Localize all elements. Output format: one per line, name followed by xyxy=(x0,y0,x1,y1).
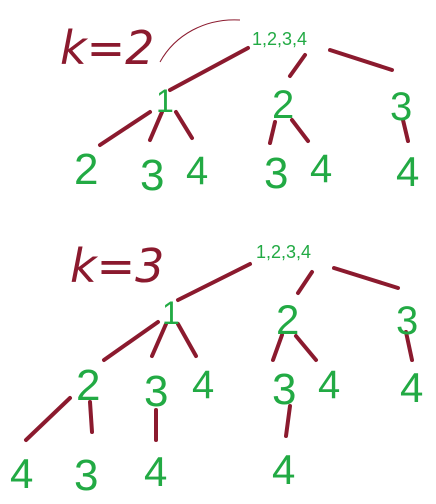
edge-root-to-3 xyxy=(330,50,392,70)
node-2-child-3: 3 xyxy=(264,149,288,198)
edge-1-to-2 xyxy=(100,112,150,145)
node-1: 1 xyxy=(156,83,174,119)
edge-2-to-4 xyxy=(292,120,308,141)
node-2: 2 xyxy=(276,296,299,343)
node-2-child-4: 4 xyxy=(318,363,340,407)
node-1: 1 xyxy=(162,295,180,331)
node-1-child-4: 4 xyxy=(186,149,208,193)
root-node: 1,2,3,4 xyxy=(252,29,307,49)
node-3-child-4: 4 xyxy=(400,364,423,411)
edge-1-to-2 xyxy=(104,322,158,360)
node-1-child-2: 2 xyxy=(74,145,98,194)
k-label: k=3 xyxy=(70,239,164,293)
node-3: 3 xyxy=(396,299,418,343)
edge-1-to-4 xyxy=(178,324,196,356)
node-2-3-child-4: 4 xyxy=(272,446,295,493)
node-1-child-3: 3 xyxy=(140,151,164,200)
edge-root-to-1 xyxy=(178,264,250,300)
node-1-child-3: 3 xyxy=(144,367,168,416)
node-1-2-child-4: 4 xyxy=(10,450,33,497)
edge-root-to-1 xyxy=(170,48,248,90)
stray-pen-stroke xyxy=(160,20,240,62)
node-2-child-4: 4 xyxy=(310,147,332,191)
node-3: 3 xyxy=(390,85,412,129)
node-2-child-3: 3 xyxy=(272,365,296,414)
edge-1-2-to-4 xyxy=(26,398,70,440)
edge-root-to-2 xyxy=(298,272,312,293)
node-1-3-child-4: 4 xyxy=(144,448,167,495)
node-2: 2 xyxy=(272,83,294,127)
node-1-child-2: 2 xyxy=(76,361,100,410)
edge-1-to-4 xyxy=(176,112,192,138)
edge-root-to-2 xyxy=(290,55,305,76)
node-1-child-4: 4 xyxy=(192,363,214,407)
tree-k3: k=3 1,2,3,4 1 2 3 2 3 4 3 4 4 4 3 4 4 xyxy=(10,239,423,500)
root-node: 1,2,3,4 xyxy=(256,242,311,262)
k-label: k=2 xyxy=(60,21,154,75)
node-1-2-child-3: 3 xyxy=(74,451,98,500)
tree-k2: k=2 1,2,3,4 1 2 3 2 3 4 3 4 4 xyxy=(60,20,419,200)
node-3-child-4: 4 xyxy=(396,148,419,195)
edge-root-to-3 xyxy=(334,268,398,288)
